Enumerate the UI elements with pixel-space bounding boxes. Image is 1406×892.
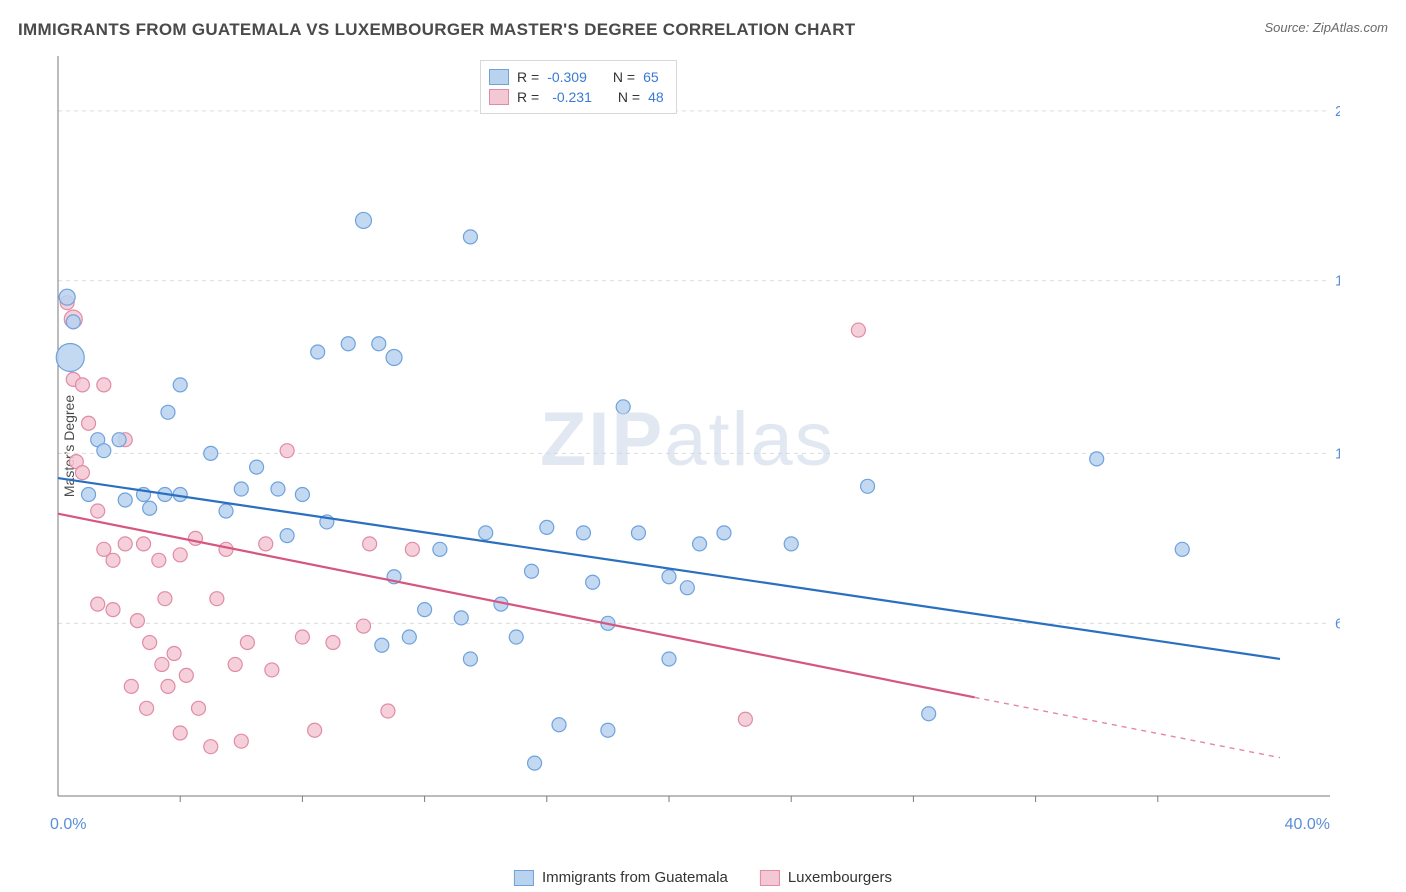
correlation-legend: R = -0.309 N = 65 R = -0.231 N = 48 — [480, 60, 677, 114]
svg-text:18.8%: 18.8% — [1335, 273, 1340, 290]
n-label: N = — [618, 87, 640, 107]
swatch-icon — [514, 870, 534, 886]
legend-label: Luxembourgers — [788, 869, 892, 886]
n-label: N = — [613, 67, 635, 87]
series-legend: Immigrants from Guatemala Luxembourgers — [514, 869, 892, 886]
r-label: R = — [517, 87, 539, 107]
legend-row: R = -0.309 N = 65 — [489, 67, 664, 87]
scatter-plot-svg: 6.3% 12.5% 18.8% 25.0% — [50, 56, 1340, 836]
svg-text:6.3%: 6.3% — [1335, 615, 1340, 632]
chart-title: IMMIGRANTS FROM GUATEMALA VS LUXEMBOURGE… — [18, 20, 1388, 40]
swatch-icon — [760, 870, 780, 886]
svg-text:25.0%: 25.0% — [1335, 103, 1340, 120]
legend-label: Immigrants from Guatemala — [542, 869, 728, 886]
n-value: 48 — [648, 87, 664, 107]
chart-area: 6.3%12.5%18.8%25.0% ZIPatlas R = -0.309 … — [50, 56, 1340, 836]
swatch-icon — [489, 89, 509, 105]
svg-text:12.5%: 12.5% — [1335, 445, 1340, 462]
legend-item: Luxembourgers — [760, 869, 892, 886]
source-attribution: Source: ZipAtlas.com — [1264, 20, 1388, 35]
n-value: 65 — [643, 67, 659, 87]
x-axis-max-label: 40.0% — [1285, 816, 1330, 834]
r-value: -0.231 — [547, 87, 592, 107]
r-label: R = — [517, 67, 539, 87]
legend-row: R = -0.231 N = 48 — [489, 87, 664, 107]
legend-item: Immigrants from Guatemala — [514, 869, 728, 886]
swatch-icon — [489, 69, 509, 85]
r-value: -0.309 — [547, 67, 587, 87]
x-axis-min-label: 0.0% — [50, 816, 86, 834]
